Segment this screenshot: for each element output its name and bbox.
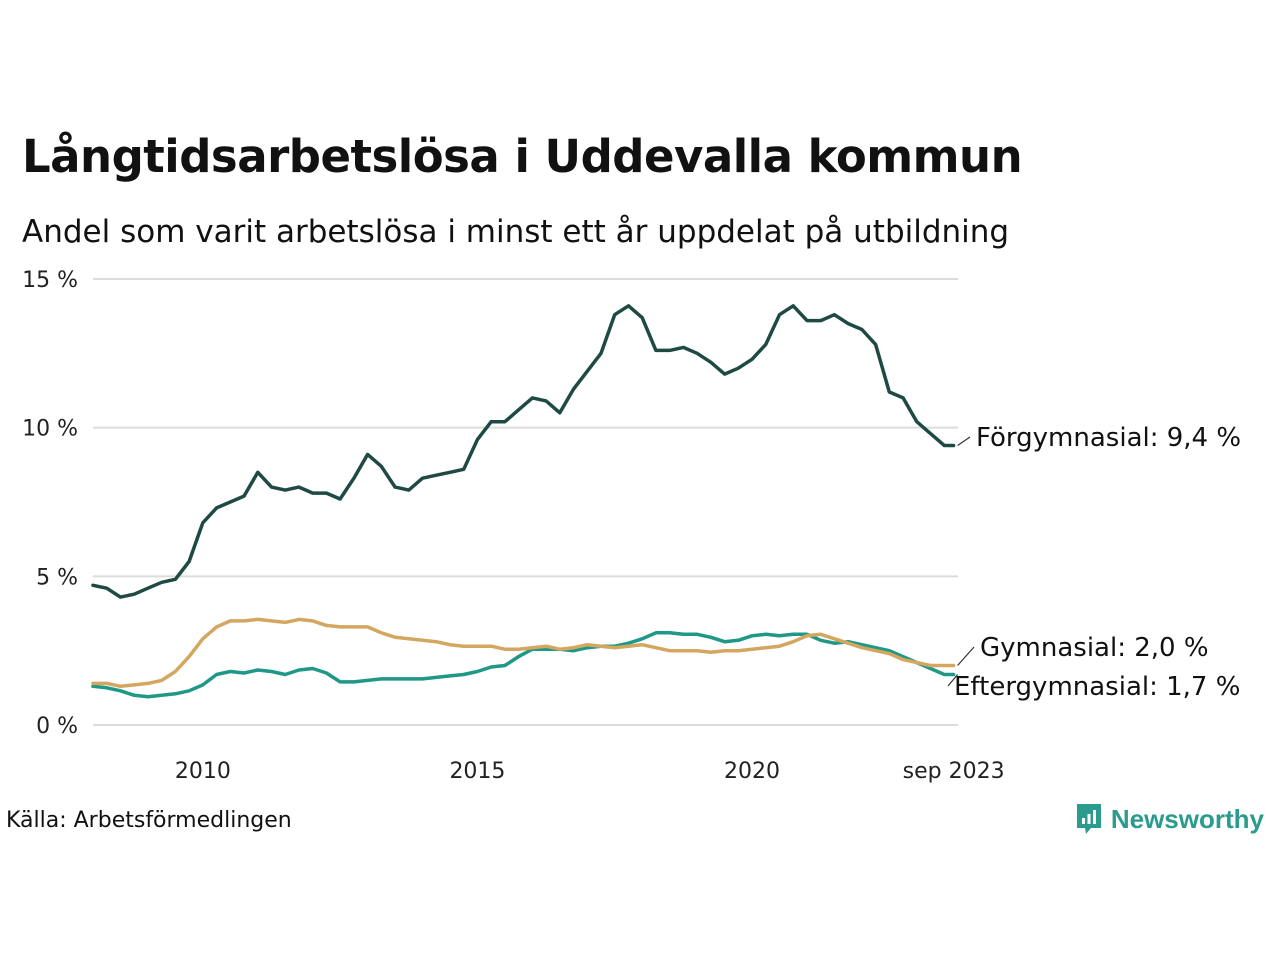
- leader-line: [947, 674, 959, 687]
- source-note: Källa: Arbetsförmedlingen: [6, 808, 292, 833]
- series-end-label: Förgymnasial: 9,4 %: [976, 423, 1241, 453]
- x-tick-label: sep 2023: [903, 759, 1005, 784]
- chart-title: Långtidsarbetslösa i Uddevalla kommun: [22, 130, 1023, 183]
- series-line-eftergymnasial: [91, 631, 956, 699]
- leader-line: [957, 646, 975, 666]
- y-tick-label: 15 %: [22, 268, 78, 293]
- newsworthy-logo-icon: [1076, 804, 1101, 834]
- brand-logo[interactable]: Newsworthy: [1075, 802, 1264, 836]
- x-tick-label: 2020: [724, 759, 780, 784]
- leader-line: [957, 436, 971, 447]
- y-tick-label: 0 %: [36, 714, 78, 739]
- series-end-label: Eftergymnasial: 1,7 %: [954, 672, 1240, 702]
- series-line-gymnasial: [91, 617, 956, 689]
- chart-subtitle: Andel som varit arbetslösa i minst ett å…: [22, 214, 1010, 250]
- series-line-förgymnasial: [91, 304, 956, 599]
- y-tick-label: 10 %: [22, 417, 78, 442]
- x-tick-label: 2015: [449, 759, 505, 784]
- brand-name: Newsworthy: [1110, 803, 1264, 834]
- y-tick-label: 5 %: [36, 565, 78, 590]
- series-end-label: Gymnasial: 2,0 %: [980, 633, 1209, 663]
- x-tick-label: 2010: [175, 759, 231, 784]
